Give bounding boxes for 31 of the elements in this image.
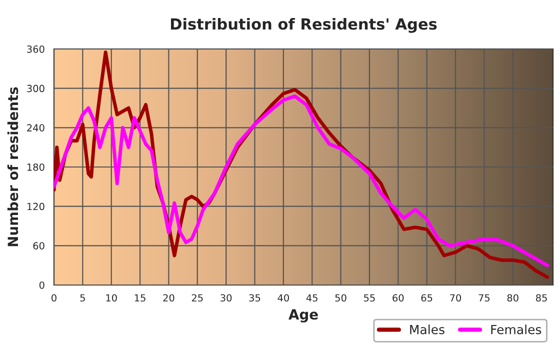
- x-tick-label: 60: [392, 294, 404, 302]
- y-tick-label: 180: [27, 163, 44, 171]
- x-tick-label: 25: [192, 294, 203, 302]
- y-axis-title: Number of residents: [7, 87, 18, 246]
- y-tick-label: 60: [33, 242, 44, 250]
- x-tick-label: 10: [106, 294, 117, 302]
- x-axis-title: Age: [288, 309, 318, 322]
- x-tick-label: 0: [52, 294, 56, 302]
- legend-label: Males: [410, 324, 444, 334]
- x-tick-label: 80: [507, 294, 518, 302]
- x-tick-label: 75: [478, 294, 490, 302]
- y-tick-label: 300: [27, 84, 44, 92]
- x-tick-label: 45: [306, 294, 318, 302]
- y-tick-label: 240: [27, 124, 44, 132]
- x-tick-label: 70: [450, 294, 462, 302]
- x-tick-label: 5: [80, 294, 85, 302]
- x-tick-label: 50: [335, 294, 346, 302]
- x-tick-label: 20: [163, 294, 174, 302]
- x-tick-label: 65: [421, 294, 432, 302]
- x-tick-label: 30: [220, 294, 232, 302]
- y-tick-label: 0: [39, 281, 44, 289]
- x-tick-label: 85: [536, 294, 547, 302]
- x-tick-label: 35: [249, 294, 260, 302]
- line-series: [54, 94, 549, 268]
- y-tick-label: 360: [27, 45, 44, 53]
- x-tick-label: 15: [134, 294, 146, 302]
- x-tick-label: 55: [364, 294, 375, 302]
- x-tick-label: 40: [278, 294, 289, 302]
- y-tick-label: 120: [27, 202, 44, 210]
- legend-label: Females: [491, 324, 542, 334]
- chart-title: Distribution of Residents' Ages: [170, 18, 437, 33]
